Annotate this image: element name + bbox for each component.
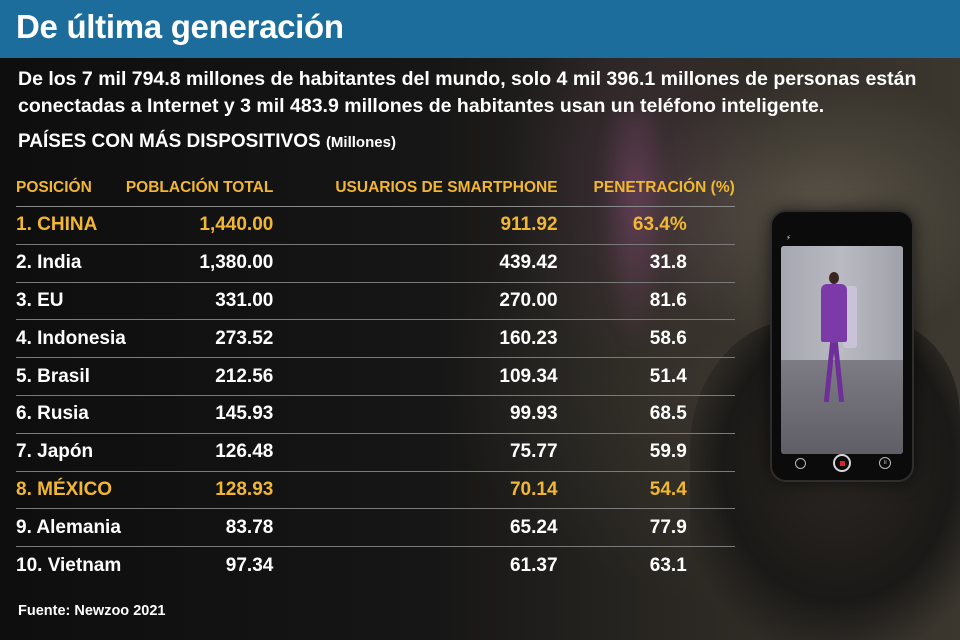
cell-penetration: 51.4 [557, 357, 735, 396]
cell-population: 97.34 [225, 554, 274, 576]
cell-smartphone-users: 911.92 [273, 206, 558, 245]
section-title-text: PAÍSES CON MÁS DISPOSITIVOS [18, 131, 321, 152]
model-head [829, 272, 839, 284]
cell-position: 4. Indonesia [16, 319, 126, 359]
cell-penetration: 54.4 [557, 471, 735, 510]
cell-penetration: 31.8 [557, 244, 735, 283]
section-title: PAÍSES CON MÁS DISPOSITIVOS (Millones) [18, 131, 396, 153]
table-row: 4. Indonesia 273.52 160.23 58.6 [16, 319, 735, 359]
cell-population: 331.00 [125, 282, 274, 321]
table-row: 3. EU 331.00 270.00 81.6 [16, 282, 735, 321]
cell-penetration: 63.4% [557, 206, 735, 245]
table-row: 10. Vietnam 97.34 61.37 63.1 [16, 547, 735, 584]
header-position: POSICIÓN [16, 170, 126, 207]
model-leg [832, 341, 845, 403]
cell-position: 10. Vietnam [16, 554, 122, 576]
table-row: 5. Brasil 212.56 109.34 51.4 [16, 357, 735, 396]
cell-population: 145.93 [125, 395, 274, 434]
cell-penetration: 59.9 [557, 433, 735, 472]
subtitle: De los 7 mil 794.8 millones de habitante… [18, 68, 917, 117]
cell-population: 212.56 [125, 357, 274, 396]
cell-position: 5. Brasil [16, 357, 126, 396]
phone-status-icon: ⚡ [786, 235, 791, 242]
cell-smartphone-users: 160.23 [273, 319, 558, 359]
cell-smartphone-users: 99.93 [273, 395, 558, 434]
cell-penetration: 81.6 [557, 282, 735, 321]
pause-icon: ॥ [879, 457, 891, 469]
cell-position: 3. EU [16, 282, 126, 321]
section-unit: (Millones) [325, 134, 396, 151]
title-band: De última generación [0, 0, 960, 58]
cell-position: 8. MÉXICO [16, 471, 126, 510]
cell-penetration: 68.5 [557, 395, 735, 434]
cell-population: 1,440.00 [125, 206, 274, 245]
table-row: 8. MÉXICO 128.93 70.14 54.4 [16, 471, 735, 510]
devices-table: POSICIÓN POBLACIÓN TOTAL USUARIOS DE SMA… [16, 170, 735, 584]
smartphone-image: ⚡ ॥ [770, 210, 914, 482]
cell-position: 2. India [16, 244, 126, 283]
camera-switch-icon [795, 458, 806, 469]
cell-smartphone-users: 61.37 [509, 554, 558, 576]
header-penetration: PENETRACIÓN (%) [557, 170, 735, 207]
phone-camera-controls: ॥ [781, 454, 903, 474]
cell-smartphone-users: 75.77 [273, 433, 558, 472]
record-button-icon [833, 454, 851, 472]
table-row: 6. Rusia 145.93 99.93 68.5 [16, 395, 735, 434]
source-note: Fuente: Newzoo 2021 [18, 603, 166, 619]
cell-position: 7. Japón [16, 433, 126, 472]
cell-smartphone-users: 439.42 [273, 244, 558, 283]
page-title: De última generación [16, 8, 344, 45]
header-population: POBLACIÓN TOTAL [125, 170, 274, 207]
table-row: 9. Alemania 83.78 65.24 77.9 [16, 508, 735, 548]
cell-population: 273.52 [125, 319, 274, 359]
cell-penetration: 58.6 [557, 319, 735, 359]
table-row: 1. CHINA 1,440.00 911.92 63.4% [16, 206, 735, 245]
phone-screen [781, 246, 903, 454]
cell-smartphone-users: 65.24 [273, 508, 558, 548]
table-header-row: POSICIÓN POBLACIÓN TOTAL USUARIOS DE SMA… [16, 170, 735, 207]
screen-runway [781, 360, 903, 454]
cell-position: 9. Alemania [16, 508, 126, 548]
model-dress [821, 284, 847, 342]
cell-population: 83.78 [125, 508, 274, 548]
cell-smartphone-users: 70.14 [273, 471, 558, 510]
cell-population: 1,380.00 [125, 244, 274, 283]
table-row: 2. India 1,380.00 439.42 31.8 [16, 244, 735, 283]
cell-position: 1. CHINA [16, 206, 126, 245]
cell-penetration: 63.1 [649, 554, 687, 576]
cell-penetration: 77.9 [557, 508, 735, 548]
table-row: 7. Japón 126.48 75.77 59.9 [16, 433, 735, 472]
header-smartphone-users: USUARIOS DE SMARTPHONE [273, 170, 558, 207]
cell-smartphone-users: 109.34 [273, 357, 558, 396]
cell-population: 126.48 [125, 433, 274, 472]
runway-model [819, 272, 857, 412]
cell-population: 128.93 [125, 471, 274, 510]
table-body: 1. CHINA 1,440.00 911.92 63.4% 2. India 1,380… [16, 206, 735, 584]
cell-smartphone-users: 270.00 [273, 282, 558, 321]
cell-position: 6. Rusia [16, 395, 126, 434]
